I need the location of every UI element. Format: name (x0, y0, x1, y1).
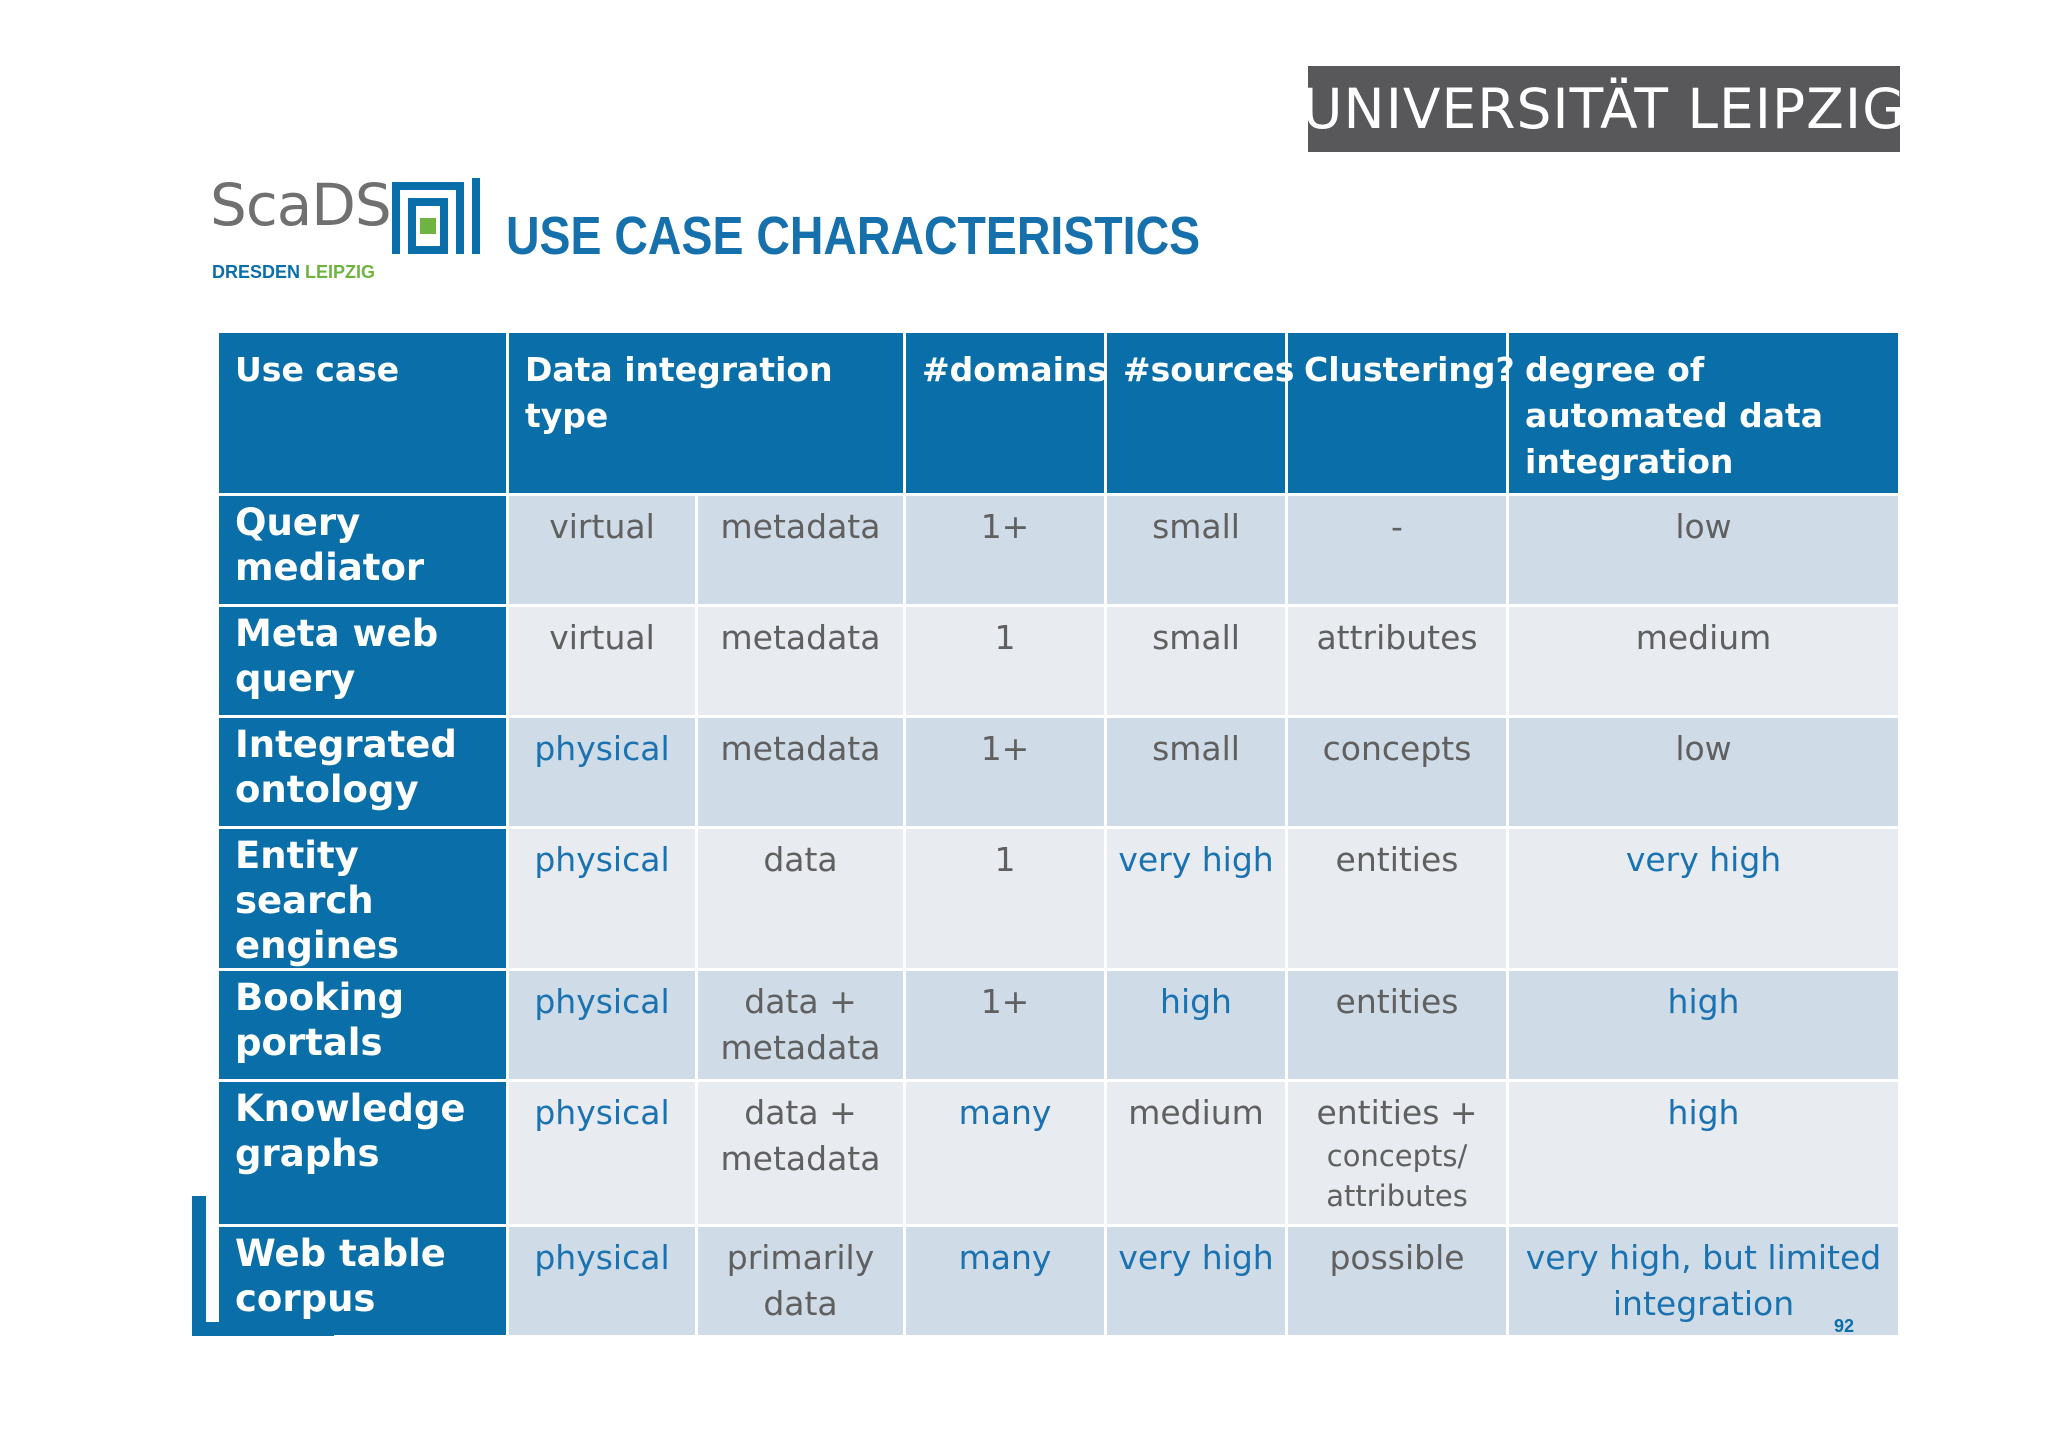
table-row: Integrated ontology physical metadata 1+… (219, 718, 1899, 826)
page-number: 92 (1834, 1316, 1855, 1336)
scads-logo: ScaDS DRESDEN LEIPZIG (210, 176, 480, 286)
degree-cell: high (1509, 971, 1899, 1079)
content-cell: data (698, 829, 904, 968)
content-cell: data + metadata (698, 971, 904, 1079)
use-case-cell: Query mediator (219, 496, 506, 604)
table-row: Booking portals physical data + metadata… (219, 971, 1899, 1079)
table-row: Entity search engines physical data 1 ve… (219, 829, 1899, 968)
domains-cell: 1 (906, 607, 1105, 715)
sources-cell: very high (1107, 1227, 1286, 1335)
header-degree: degree of automated data integration (1509, 333, 1899, 493)
domains-cell: 1 (906, 829, 1105, 968)
header-clustering: Clustering? (1288, 333, 1515, 493)
corner-bracket-vertical (192, 1196, 206, 1336)
type-cell: physical (509, 829, 695, 968)
domains-cell: many (906, 1227, 1105, 1335)
use-case-cell: Entity search engines (219, 829, 506, 968)
clustering-cell: attributes (1288, 607, 1507, 715)
header-domains: #domains (906, 333, 1107, 493)
sources-cell: high (1107, 971, 1286, 1079)
sources-cell: small (1107, 607, 1286, 715)
logo-bars-icon (392, 178, 480, 254)
header-sources: #sources (1107, 333, 1294, 493)
clustering-main: entities + (1316, 1093, 1478, 1132)
content-cell: primarily data (698, 1227, 904, 1335)
type-cell: physical (509, 1082, 695, 1224)
degree-cell: medium (1509, 607, 1899, 715)
clustering-sub: concepts/ attributes (1326, 1139, 1468, 1213)
type-cell: virtual (509, 607, 695, 715)
domains-cell: 1+ (906, 971, 1105, 1079)
degree-cell: low (1509, 496, 1899, 604)
logo-subtitle: DRESDEN LEIPZIG (212, 262, 376, 282)
sources-cell: small (1107, 718, 1286, 826)
degree-cell: low (1509, 718, 1899, 826)
use-case-cell: Booking portals (219, 971, 506, 1079)
header-integration-type: Data integration type (509, 333, 904, 493)
degree-cell: very high, but limited integration (1509, 1227, 1899, 1335)
sources-cell: very high (1107, 829, 1286, 968)
type-cell: virtual (509, 496, 695, 604)
clustering-cell: entities + concepts/ attributes (1288, 1082, 1507, 1224)
type-cell: physical (509, 971, 695, 1079)
page-title: USE CASE CHARACTERISTICS (506, 206, 1201, 266)
type-cell: physical (509, 718, 695, 826)
sources-cell: medium (1107, 1082, 1286, 1224)
university-banner: UNIVERSITÄT LEIPZIG (1302, 66, 1905, 152)
header-use-case: Use case (219, 333, 506, 493)
table-row: Web table corpus physical primarily data… (219, 1227, 1899, 1335)
use-case-cell: Web table corpus (219, 1227, 506, 1335)
degree-cell: high (1509, 1082, 1899, 1224)
content-cell: metadata (698, 607, 904, 715)
table-row: Query mediator virtual metadata 1+ small… (219, 496, 1899, 604)
table-header-row: Use case Data integration type #domains … (219, 333, 1899, 493)
clustering-cell: - (1288, 496, 1507, 604)
sources-cell: small (1107, 496, 1286, 604)
use-case-table: Use case Data integration type #domains … (216, 330, 1901, 1338)
content-cell: metadata (698, 496, 904, 604)
clustering-cell: entities (1288, 971, 1507, 1079)
content-cell: metadata (698, 718, 904, 826)
clustering-cell: possible (1288, 1227, 1507, 1335)
use-case-cell: Knowledge graphs (219, 1082, 506, 1224)
logo-wordmark: ScaDS (210, 171, 392, 239)
domains-cell: 1+ (906, 718, 1105, 826)
university-name: UNIVERSITÄT LEIPZIG (1302, 77, 1906, 141)
type-cell: physical (509, 1227, 695, 1335)
use-case-cell: Meta web query (219, 607, 506, 715)
table-row: Knowledge graphs physical data + metadat… (219, 1082, 1899, 1224)
use-case-cell: Integrated ontology (219, 718, 506, 826)
domains-cell: 1+ (906, 496, 1105, 604)
corner-bracket-horizontal (192, 1322, 334, 1336)
domains-cell: many (906, 1082, 1105, 1224)
clustering-cell: entities (1288, 829, 1507, 968)
clustering-cell: concepts (1288, 718, 1507, 826)
content-cell: data + metadata (698, 1082, 904, 1224)
degree-cell: very high (1509, 829, 1899, 968)
table-row: Meta web query virtual metadata 1 small … (219, 607, 1899, 715)
